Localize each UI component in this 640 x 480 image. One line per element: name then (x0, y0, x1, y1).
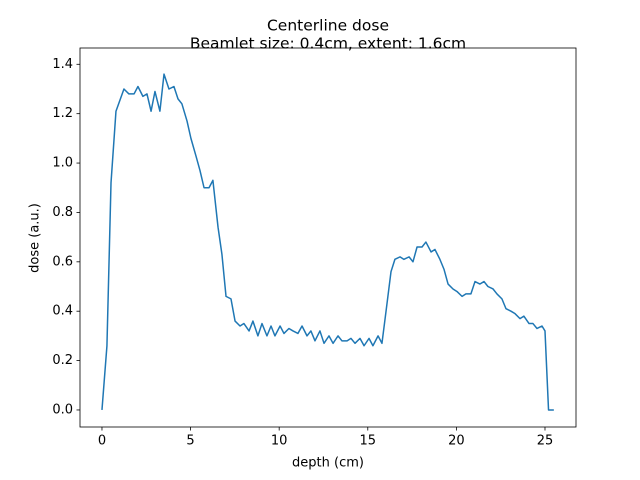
y-tick-label: 0.0 (52, 402, 73, 417)
data-line (101, 73, 554, 411)
x-tick-label: 0 (98, 434, 106, 449)
y-tick-label: 1.4 (52, 57, 73, 72)
y-tick-label: 1.2 (52, 106, 73, 121)
x-tick-label: 20 (448, 434, 465, 449)
x-tick-label: 25 (537, 434, 554, 449)
x-tick-label: 5 (186, 434, 194, 449)
x-axis-label: depth (cm) (292, 456, 364, 471)
y-tick-label: 0.6 (52, 254, 73, 269)
x-tick-label: 10 (271, 434, 288, 449)
chart-subtitle: Beamlet size: 0.4cm, extent: 1.6cm (190, 35, 466, 53)
x-tick-label: 15 (360, 434, 377, 449)
plot-frame (79, 47, 577, 428)
y-axis-label: dose (a.u.) (28, 203, 43, 273)
y-tick-label: 1.0 (52, 156, 73, 171)
y-tick-label: 0.2 (52, 353, 73, 368)
chart-title: Centerline dose (267, 17, 389, 35)
y-tick-label: 0.4 (52, 304, 73, 319)
y-tick-label: 0.8 (52, 205, 73, 220)
